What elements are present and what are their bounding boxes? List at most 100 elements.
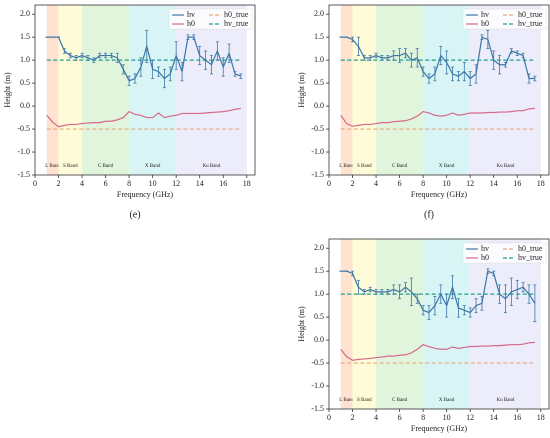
series-line <box>340 270 536 314</box>
error-bar <box>92 57 96 63</box>
frequency-band <box>58 5 83 175</box>
x-tick-label: 18 <box>537 179 545 188</box>
y-tick-label: 0.5 <box>314 78 324 87</box>
x-tick-label: 0 <box>327 413 331 422</box>
error-bar <box>521 282 525 293</box>
error-bar <box>433 296 437 316</box>
y-tick-label: -0.5 <box>17 124 30 133</box>
error-bar <box>98 52 102 59</box>
error-bar <box>480 34 484 40</box>
error-bar <box>62 48 66 54</box>
y-tick-label: -1.0 <box>311 381 324 390</box>
x-tick-label: 10 <box>443 179 451 188</box>
error-bar <box>468 307 472 318</box>
error-bar <box>121 64 125 75</box>
band-label: Ku Band <box>497 164 515 169</box>
x-tick-label: 16 <box>219 179 227 188</box>
error-bar <box>186 34 190 40</box>
error-bar <box>439 284 443 304</box>
error-bar <box>403 48 407 59</box>
y-tick-label: -1.5 <box>311 404 324 413</box>
error-bar <box>380 289 384 295</box>
error-bar <box>362 289 366 295</box>
x-tick-label: 18 <box>537 413 545 422</box>
error-bar <box>368 55 372 61</box>
error-bar <box>509 277 513 307</box>
legend-label: h0_true <box>518 10 543 19</box>
frequency-band <box>129 5 177 175</box>
x-tick-label: 14 <box>490 413 498 422</box>
error-bar <box>151 59 155 79</box>
error-bar <box>462 62 466 82</box>
y-tick-label: 0.5 <box>314 312 324 321</box>
error-bar <box>133 73 137 84</box>
error-bar <box>409 277 413 307</box>
error-bar <box>445 293 449 318</box>
y-axis-label: Height (m) <box>3 72 12 108</box>
error-bar <box>527 73 531 84</box>
y-tick-label: 1.0 <box>314 55 324 64</box>
y-tick-label: -1.5 <box>311 170 324 179</box>
error-bar <box>157 66 161 77</box>
frequency-band <box>176 5 247 175</box>
error-bar <box>492 50 496 70</box>
frequency-band <box>340 239 353 409</box>
error-bar <box>80 52 84 59</box>
error-bar <box>362 55 366 61</box>
error-bar <box>433 66 437 82</box>
error-bar <box>486 29 490 50</box>
y-tick-label: -1.0 <box>311 147 324 156</box>
x-tick-label: 4 <box>374 413 378 422</box>
plot-frame <box>328 4 550 176</box>
x-tick-label: 14 <box>490 179 498 188</box>
error-bar <box>174 41 178 70</box>
error-bar <box>239 73 243 79</box>
error-bar <box>409 52 413 68</box>
y-tick-label: -1.5 <box>17 170 30 179</box>
y-tick-label: -0.5 <box>311 124 324 133</box>
error-bar <box>398 284 402 300</box>
x-tick-label: 8 <box>421 413 425 422</box>
y-tick-label: 1.0 <box>314 289 324 298</box>
error-bar <box>515 279 519 300</box>
band-label: L Band <box>339 398 354 403</box>
error-bar <box>356 279 360 295</box>
error-bar <box>374 52 378 59</box>
error-bar <box>503 284 507 313</box>
error-bar <box>451 275 455 300</box>
x-tick-label: 4 <box>80 179 84 188</box>
error-bar <box>527 284 531 304</box>
x-tick-label: 12 <box>466 413 474 422</box>
frequency-band <box>352 5 377 175</box>
error-bar <box>351 270 355 277</box>
error-bar <box>204 50 208 70</box>
error-bar <box>486 268 490 274</box>
error-bar <box>509 48 513 54</box>
error-bar <box>215 41 219 61</box>
legend-label: hv <box>481 10 489 19</box>
y-tick-label: -1.0 <box>17 147 30 156</box>
error-bar <box>198 45 202 66</box>
error-bar <box>209 55 213 75</box>
error-bar <box>439 45 443 66</box>
y-tick-label: 1.5 <box>20 32 30 41</box>
plot-frame <box>34 4 256 176</box>
x-axis-label: Frequency (GHz) <box>117 190 174 199</box>
legend-label: hv_true <box>518 253 543 262</box>
error-bar <box>192 34 196 40</box>
x-tick-label: 10 <box>443 413 451 422</box>
legend-label: hv <box>481 244 489 253</box>
error-bar <box>498 284 502 304</box>
error-bar <box>86 55 90 61</box>
panel-label: (f) <box>424 209 434 220</box>
panel-label: (e) <box>129 209 140 220</box>
error-bar <box>380 55 384 61</box>
x-tick-label: 2 <box>351 179 355 188</box>
x-tick-label: 2 <box>57 179 61 188</box>
legend-label: h0 <box>187 19 195 28</box>
y-tick-label: 0.0 <box>20 101 30 110</box>
frequency-band <box>423 5 471 175</box>
frequency-band <box>376 239 424 409</box>
error-bar <box>492 270 496 277</box>
x-axis-label: Frequency (GHz) <box>411 190 468 199</box>
